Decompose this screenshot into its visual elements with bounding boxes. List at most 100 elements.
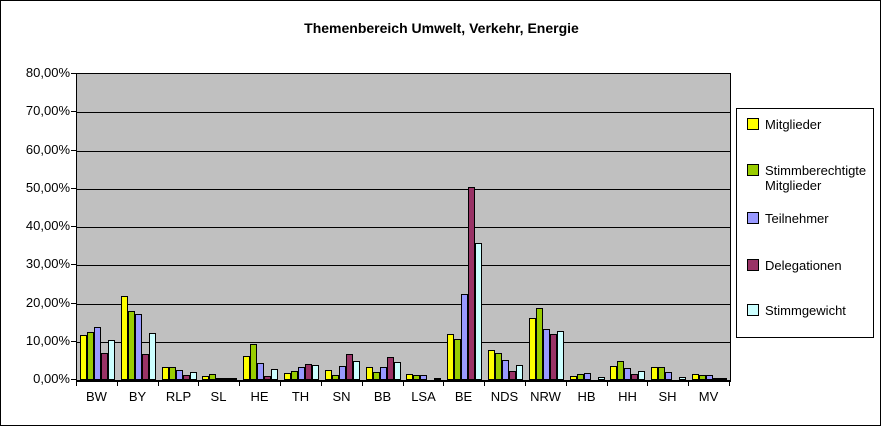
x-tick <box>647 381 648 386</box>
bar-BY-series3 <box>135 314 142 380</box>
legend-label: Teilnehmer <box>765 211 829 226</box>
bar-HH-series5 <box>638 371 645 380</box>
y-tick <box>71 73 76 74</box>
x-tick <box>607 381 608 386</box>
bar-SH-series3 <box>665 372 672 380</box>
bar-HH-series1 <box>610 366 617 380</box>
bar-SL-series4 <box>223 378 230 380</box>
gridline <box>77 112 730 114</box>
bar-BE-series5 <box>475 243 482 380</box>
y-tick <box>71 340 76 342</box>
bar-RLP-series2 <box>169 367 176 380</box>
bar-BB-series1 <box>366 367 373 380</box>
bar-NRW-series4 <box>550 334 557 380</box>
y-tick-label: 0,00% <box>33 371 70 386</box>
x-tick <box>321 381 322 386</box>
bar-TH-series3 <box>298 367 305 380</box>
y-tick <box>71 264 76 266</box>
legend-item: Stimmgewicht <box>737 303 877 318</box>
legend-item: Stimmberechtigte Mitglieder <box>737 163 877 193</box>
legend-item: Delegationen <box>737 258 877 273</box>
bar-SL-series5 <box>230 378 237 380</box>
bar-LSA-series5 <box>434 378 441 380</box>
bar-BB-series4 <box>387 357 394 380</box>
bar-NDS-series5 <box>516 365 523 380</box>
bar-LSA-series3 <box>420 375 427 380</box>
bar-SL-series3 <box>216 378 223 380</box>
y-tick <box>71 111 76 113</box>
bar-BW-series2 <box>87 332 94 380</box>
bar-SN-series1 <box>325 370 332 380</box>
bar-HH-series3 <box>624 368 631 380</box>
x-tick <box>688 381 689 386</box>
gridline <box>77 265 730 267</box>
x-tick <box>280 381 281 386</box>
x-axis-label-BE: BE <box>454 389 473 404</box>
bar-NDS-series2 <box>495 353 502 380</box>
bar-BY-series2 <box>128 311 135 380</box>
bar-HH-series2 <box>617 361 624 380</box>
bar-BE-series1 <box>447 334 454 380</box>
legend-item: Teilnehmer <box>737 211 877 226</box>
legend-swatch <box>747 118 759 130</box>
bar-HE-series3 <box>257 363 264 380</box>
bar-TH-series1 <box>284 373 291 380</box>
y-tick <box>71 149 76 151</box>
bar-HB-series1 <box>570 376 577 380</box>
bar-HB-series5 <box>598 377 605 380</box>
bar-HB-series2 <box>577 374 584 380</box>
bar-NRW-series2 <box>536 308 543 380</box>
chart-title: Themenbereich Umwelt, Verkehr, Energie <box>304 20 579 36</box>
bar-BY-series4 <box>142 354 149 380</box>
bar-HB-series3 <box>584 373 591 380</box>
x-axis-label-SN: SN <box>332 389 351 404</box>
y-tick-label: 10,00% <box>25 332 70 348</box>
bar-SN-series5 <box>353 361 360 380</box>
bar-RLP-series3 <box>176 370 183 380</box>
x-tick <box>525 381 526 386</box>
legend-label: Mitglieder <box>765 117 822 132</box>
bar-NRW-series5 <box>557 331 564 380</box>
y-tick <box>71 379 76 380</box>
x-axis-label-NDS: NDS <box>490 389 519 404</box>
legend: Mitglieder Stimmberechtigte Mitglieder Tei… <box>736 108 874 338</box>
legend-swatch <box>747 164 759 176</box>
x-tick <box>76 381 77 386</box>
y-tick <box>71 187 76 189</box>
bar-BB-series5 <box>394 362 401 380</box>
bar-SN-series2 <box>332 375 339 380</box>
y-tick-label: 70,00% <box>25 103 70 119</box>
legend-swatch <box>747 212 759 224</box>
bar-BE-series3 <box>461 294 468 380</box>
x-axis-label-NRW: NRW <box>530 389 561 404</box>
bar-RLP-series5 <box>190 372 197 380</box>
legend-label: Stimmberechtigte Mitglieder <box>765 163 867 193</box>
gridline <box>77 227 730 228</box>
x-axis-label-HE: HE <box>250 389 269 404</box>
bar-SH-series1 <box>651 367 658 380</box>
bar-HE-series5 <box>271 369 278 380</box>
y-tick <box>71 302 76 304</box>
bar-TH-series5 <box>312 365 319 380</box>
x-tick <box>362 381 363 386</box>
bar-NRW-series1 <box>529 318 536 380</box>
x-axis-label-BW: BW <box>86 389 107 404</box>
x-tick <box>729 381 730 386</box>
x-axis-label-BB: BB <box>373 389 392 404</box>
bar-BB-series3 <box>380 367 387 380</box>
bar-BW-series4 <box>101 353 108 380</box>
y-tick-label: 40,00% <box>25 218 70 233</box>
bar-RLP-series1 <box>162 367 169 380</box>
x-axis-label-SH: SH <box>658 389 677 404</box>
bar-BY-series1 <box>121 296 128 380</box>
legend-swatch <box>747 304 759 316</box>
bar-TH-series4 <box>305 364 312 380</box>
x-axis-label-MV: MV <box>698 389 719 404</box>
gridline <box>77 188 730 190</box>
bar-TH-series2 <box>291 371 298 380</box>
bar-SL-series1 <box>202 376 209 380</box>
bar-BW-series3 <box>94 327 101 380</box>
bar-MV-series5 <box>720 378 727 380</box>
bar-HE-series2 <box>250 344 257 380</box>
